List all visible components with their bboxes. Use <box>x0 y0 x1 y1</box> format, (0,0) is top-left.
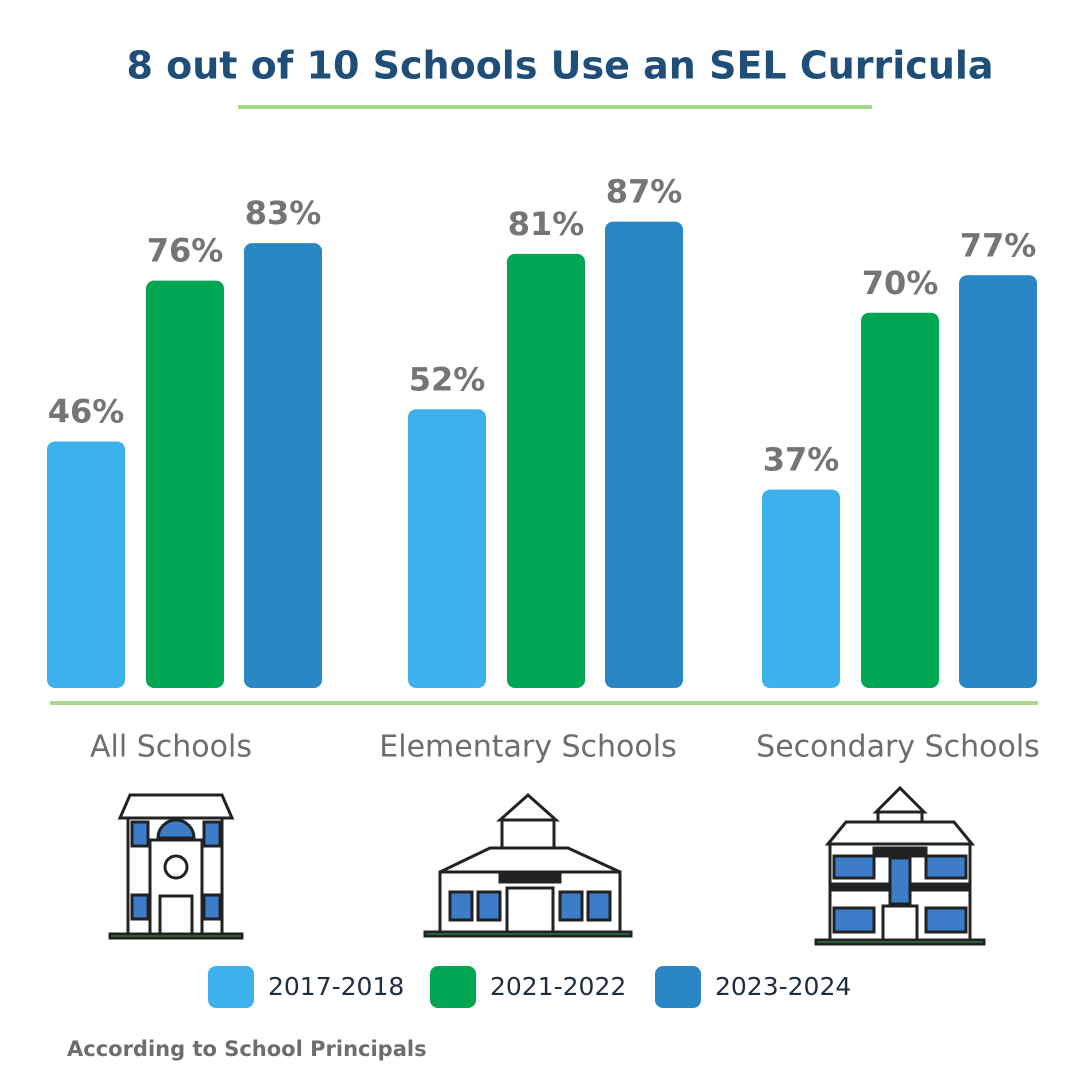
legend-label: 2023-2024 <box>715 972 851 1001</box>
bar <box>605 221 683 688</box>
legend-swatch <box>430 966 476 1008</box>
value-label: 46% <box>48 392 125 430</box>
bar <box>959 275 1037 688</box>
category-label: All Schools <box>90 730 252 765</box>
value-label: 81% <box>508 205 585 243</box>
value-label: 52% <box>409 360 486 398</box>
building-icon <box>814 785 986 946</box>
bar <box>244 243 322 688</box>
building-icon <box>108 793 244 940</box>
value-label: 70% <box>862 264 939 302</box>
legend-swatch <box>208 966 254 1008</box>
legend-label: 2021-2022 <box>490 972 626 1001</box>
bar <box>762 489 840 688</box>
category-label: Elementary Schools <box>379 730 676 765</box>
value-label: 83% <box>245 194 322 232</box>
bar <box>47 441 125 688</box>
footnote: According to School Principals <box>67 1037 427 1061</box>
bar <box>146 280 224 688</box>
legend-swatch <box>655 966 701 1008</box>
bar <box>861 312 939 688</box>
bar <box>408 409 486 688</box>
value-label: 76% <box>147 232 224 270</box>
category-label: Secondary Schools <box>756 730 1040 765</box>
value-label: 87% <box>606 173 683 211</box>
building-icon <box>423 792 633 938</box>
value-label: 77% <box>960 226 1037 264</box>
value-label: 37% <box>763 441 840 479</box>
legend-label: 2017-2018 <box>268 972 404 1001</box>
bar <box>507 253 585 688</box>
chart-title: 8 out of 10 Schools Use an SEL Curricula <box>126 44 993 88</box>
